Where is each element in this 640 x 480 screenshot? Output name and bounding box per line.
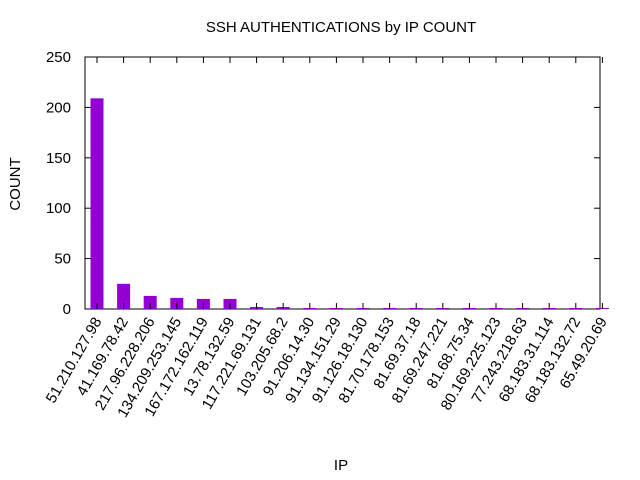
x-axis-label: IP <box>334 457 348 474</box>
y-tick-label: 50 <box>54 251 71 268</box>
plot-frame <box>84 56 601 310</box>
y-axis-label: COUNT <box>7 157 24 210</box>
x-axis-ticks: 51.210.127.9841.169.78.42217.96.228.2061… <box>43 57 611 421</box>
chart-title: SSH AUTHENTICATIONS by IP COUNT <box>206 19 476 36</box>
y-tick-label: 150 <box>46 150 71 167</box>
bar-41-169-78-42 <box>117 283 131 309</box>
y-axis-ticks: 0 50 100 150 200 250 <box>46 49 600 318</box>
y-tick-label: 0 <box>63 301 71 318</box>
bar-51-210-127-98 <box>90 98 104 309</box>
bar-217-96-228-206 <box>143 295 157 309</box>
y-tick-label: 200 <box>46 99 71 116</box>
y-tick-label: 100 <box>46 200 71 217</box>
bars <box>90 98 609 309</box>
y-tick-label: 250 <box>46 49 71 66</box>
